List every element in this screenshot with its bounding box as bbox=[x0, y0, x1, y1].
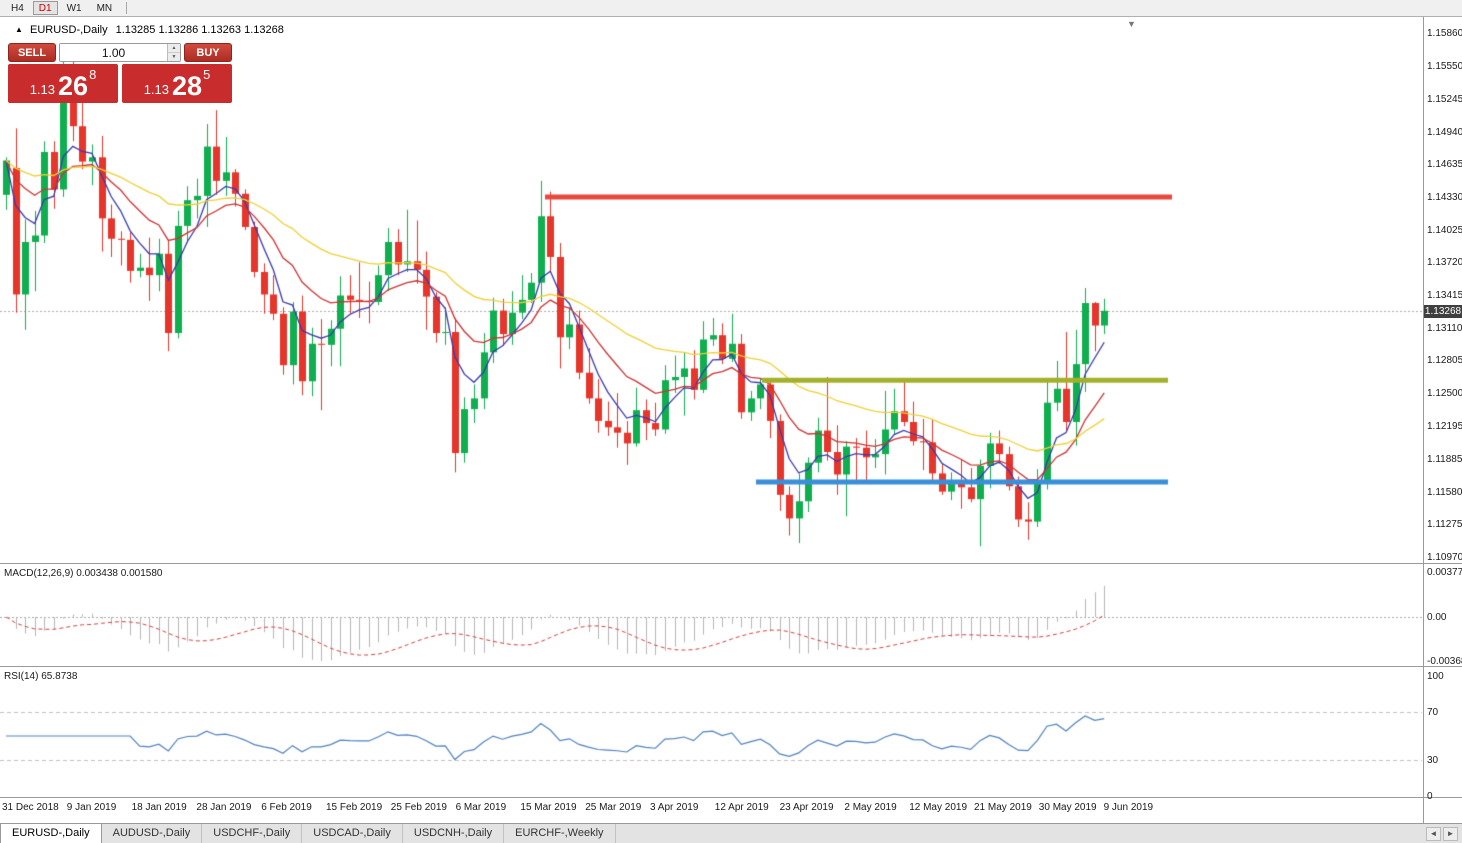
buy-price-display[interactable]: 1.13 28 5 bbox=[122, 64, 232, 103]
date-axis-label: 30 May 2019 bbox=[1038, 802, 1097, 813]
chart-title: EURUSD-,Daily 1.13285 1.13286 1.13263 1.… bbox=[30, 24, 284, 36]
buy-button[interactable]: BUY bbox=[184, 43, 232, 62]
axis-tick-label: 1.15860 bbox=[1427, 28, 1462, 39]
buy-price-pip: 5 bbox=[203, 67, 211, 82]
panel-divider[interactable] bbox=[0, 797, 1462, 798]
date-axis-label: 15 Mar 2019 bbox=[520, 802, 577, 813]
date-axis-label: 6 Feb 2019 bbox=[261, 802, 312, 813]
tab-usdcad-daily[interactable]: USDCAD-,Daily bbox=[302, 824, 403, 843]
axis-tick-label: 1.15550 bbox=[1427, 61, 1462, 73]
axis-tick-label: 1.14635 bbox=[1427, 159, 1462, 171]
date-axis-label: 25 Feb 2019 bbox=[390, 802, 447, 813]
date-axis-label: 15 Feb 2019 bbox=[326, 802, 383, 813]
date-axis-label: 6 Mar 2019 bbox=[455, 802, 507, 813]
chart-window: ▲ EURUSD-,Daily 1.13285 1.13286 1.13263 … bbox=[0, 17, 1462, 823]
sell-price-base: 1.13 bbox=[29, 82, 56, 97]
rsi-indicator-label: RSI(14) 65.8738 bbox=[4, 671, 78, 682]
date-axis-label: 3 Apr 2019 bbox=[650, 802, 699, 813]
sell-price-pip: 8 bbox=[89, 67, 97, 82]
axis-tick-label: 1.11580 bbox=[1427, 486, 1462, 498]
price-axis-divider bbox=[1423, 17, 1424, 823]
tab-eurchf-weekly[interactable]: EURCHF-,Weekly bbox=[504, 824, 616, 843]
volume-input[interactable] bbox=[60, 44, 167, 61]
candlestick-chart-canvas[interactable] bbox=[0, 17, 1422, 563]
volume-box: ▲ ▼ bbox=[59, 43, 181, 62]
panel-divider[interactable] bbox=[0, 563, 1462, 564]
date-axis-label: 2 May 2019 bbox=[844, 802, 897, 813]
timeframe-mn-button[interactable]: MN bbox=[91, 1, 119, 15]
toolbar-separator bbox=[126, 2, 128, 14]
date-axis-label: 12 May 2019 bbox=[909, 802, 968, 813]
sell-price-display[interactable]: 1.13 26 8 bbox=[8, 64, 118, 103]
tab-usdchf-daily[interactable]: USDCHF-,Daily bbox=[202, 824, 303, 843]
date-axis-label: 23 Apr 2019 bbox=[779, 802, 834, 813]
date-axis-label: 12 Apr 2019 bbox=[714, 802, 769, 813]
axis-tick-label: 1.12195 bbox=[1427, 420, 1462, 432]
date-axis-label: 31 Dec 2018 bbox=[2, 802, 59, 813]
chart-title-symbol: EURUSD-,Daily bbox=[30, 24, 108, 36]
axis-tick-label: 1.14330 bbox=[1427, 191, 1462, 203]
current-price-badge: 1.13268 bbox=[1424, 305, 1462, 318]
date-axis-label: 25 Mar 2019 bbox=[585, 802, 642, 813]
axis-tick-label: -0.003682 bbox=[1427, 655, 1462, 667]
volume-spinner: ▲ ▼ bbox=[167, 44, 180, 61]
axis-tick-label: 0.003777 bbox=[1427, 567, 1462, 578]
axis-tick-label: 1.11885 bbox=[1427, 453, 1462, 465]
buy-price-big: 28 bbox=[172, 71, 203, 101]
date-axis-label: 9 Jun 2019 bbox=[1103, 802, 1154, 813]
axis-tick-label: 70 bbox=[1427, 707, 1439, 718]
axis-tick-label: 30 bbox=[1427, 755, 1439, 766]
axis-tick-label: 1.11275 bbox=[1427, 519, 1462, 531]
axis-tick-label: 0.00 bbox=[1427, 612, 1447, 623]
chart-title-ohlc: 1.13285 1.13286 1.13263 1.13268 bbox=[115, 24, 284, 36]
date-axis-label: 18 Jan 2019 bbox=[131, 802, 187, 813]
axis-tick-label: 1.10970 bbox=[1427, 552, 1462, 563]
axis-tick-label: 1.12805 bbox=[1427, 355, 1462, 367]
axis-tick-label: 1.13415 bbox=[1427, 290, 1462, 301]
tab-audusd-daily[interactable]: AUDUSD-,Daily bbox=[102, 824, 203, 843]
date-axis-label: 28 Jan 2019 bbox=[196, 802, 252, 813]
macd-panel-canvas[interactable] bbox=[0, 564, 1422, 666]
tabs-scroll-left-button[interactable]: ◄ bbox=[1426, 826, 1441, 841]
tab-scroll-controls: ◄ ► bbox=[1426, 824, 1462, 843]
timeframe-toolbar: H4 D1 W1 MN bbox=[0, 0, 1462, 17]
axis-tick-label: 1.13720 bbox=[1427, 257, 1462, 269]
volume-decrease-button[interactable]: ▼ bbox=[168, 53, 180, 61]
chart-tab-bar: EURUSD-,Daily AUDUSD-,Daily USDCHF-,Dail… bbox=[0, 823, 1462, 843]
axis-tick-label: 1.12500 bbox=[1427, 388, 1462, 400]
rsi-panel-canvas[interactable] bbox=[0, 667, 1422, 797]
timeframe-w1-button[interactable]: W1 bbox=[61, 1, 88, 15]
time-axis[interactable]: 31 Dec 2018 9 Jan 2019 18 Jan 2019 28 Jan 2… bbox=[0, 798, 1422, 823]
tab-usdcnh-daily[interactable]: USDCNH-,Daily bbox=[403, 824, 505, 843]
buy-price-base: 1.13 bbox=[143, 82, 170, 97]
one-click-trading-panel: SELL ▲ ▼ BUY 1.13 26 8 1.13 28 5 bbox=[8, 43, 232, 103]
axis-tick-label: 1.15245 bbox=[1427, 93, 1462, 105]
timeframe-h4-button[interactable]: H4 bbox=[5, 1, 30, 15]
timeframe-d1-button[interactable]: D1 bbox=[32, 1, 58, 15]
macd-indicator-label: MACD(12,26,9) 0.003438 0.001580 bbox=[4, 568, 163, 579]
tabs-scroll-right-button[interactable]: ► bbox=[1443, 826, 1458, 841]
volume-increase-button[interactable]: ▲ bbox=[168, 44, 180, 53]
axis-tick-label: 100 bbox=[1427, 671, 1444, 682]
sell-button[interactable]: SELL bbox=[8, 43, 56, 62]
date-axis-label: 9 Jan 2019 bbox=[66, 802, 117, 813]
one-click-collapse-icon[interactable]: ▲ bbox=[15, 25, 23, 34]
axis-tick-label: 1.13110 bbox=[1427, 322, 1462, 334]
date-axis-label: 21 May 2019 bbox=[974, 802, 1032, 813]
sell-price-big: 26 bbox=[58, 71, 89, 101]
tab-eurusd-daily[interactable]: EURUSD-,Daily bbox=[0, 824, 102, 843]
price-axis[interactable]: 1.15860 1.15550 1.15245 1.14940 1.14635 1.143… bbox=[1424, 17, 1462, 823]
axis-tick-label: 1.14025 bbox=[1427, 224, 1462, 236]
panel-divider[interactable] bbox=[0, 666, 1462, 667]
axis-tick-label: 1.14940 bbox=[1427, 126, 1462, 138]
chart-shift-marker[interactable]: ▼ bbox=[1127, 19, 1136, 29]
axis-tick-label: 0 bbox=[1427, 791, 1433, 802]
